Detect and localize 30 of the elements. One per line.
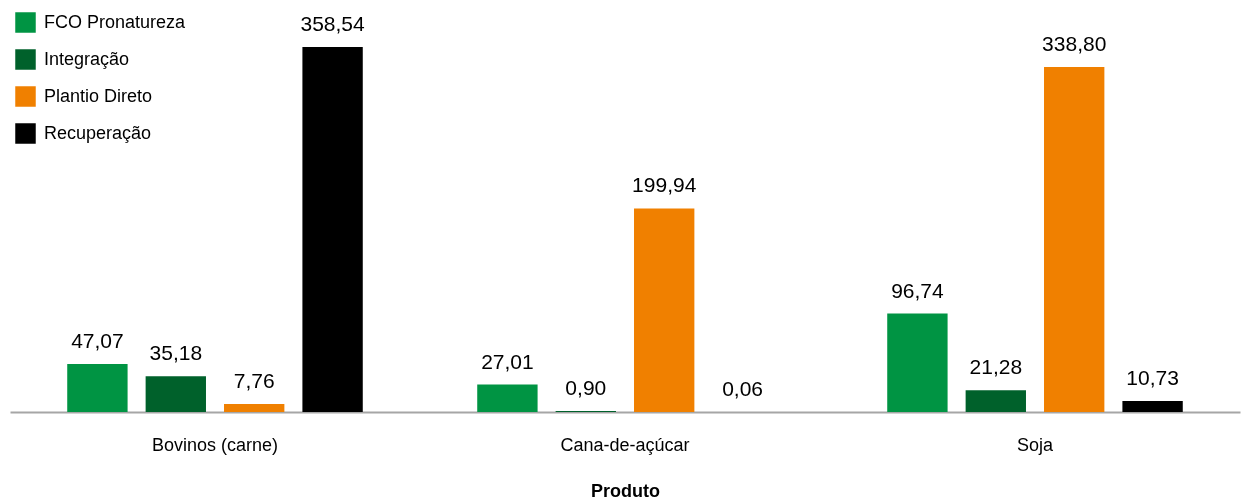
- x-axis-title: Produto: [591, 480, 660, 501]
- legend-label: Recuperação: [44, 122, 152, 143]
- bar: [224, 404, 285, 412]
- legend-label: Integração: [44, 48, 130, 69]
- data-label: 96,74: [891, 278, 944, 302]
- data-label: 199,94: [632, 173, 697, 197]
- data-label: 47,07: [71, 329, 124, 353]
- data-label: 0,90: [565, 376, 607, 400]
- bar: [634, 208, 695, 412]
- bar: [302, 47, 363, 412]
- data-label: 358,54: [300, 12, 366, 35]
- data-label: 10,73: [1126, 366, 1179, 390]
- bar: [145, 376, 206, 412]
- x-tick-label: Cana-de-açúcar: [560, 434, 690, 455]
- bar: [477, 384, 538, 412]
- data-label: 338,80: [1042, 32, 1107, 56]
- data-label: 21,28: [969, 355, 1023, 379]
- data-label: 7,76: [233, 369, 275, 393]
- legend-label: Plantio Direto: [44, 85, 153, 106]
- bar: [67, 364, 128, 412]
- bar: [1044, 67, 1105, 412]
- x-tick-label: Bovinos (carne): [151, 434, 279, 455]
- bar: [1122, 401, 1183, 412]
- bar: [887, 313, 948, 412]
- legend-label: FCO Pronatureza: [44, 11, 187, 32]
- data-label: 27,01: [481, 349, 534, 373]
- data-label: 0,06: [722, 376, 764, 400]
- x-tick-label: Soja: [1016, 434, 1054, 455]
- bar: [965, 390, 1026, 412]
- data-label: 35,18: [149, 341, 203, 365]
